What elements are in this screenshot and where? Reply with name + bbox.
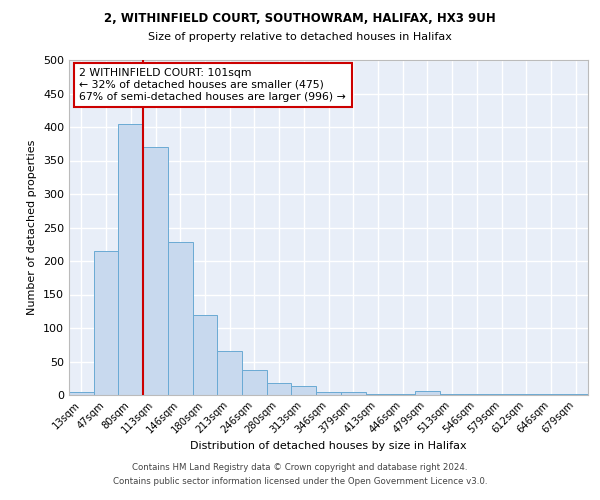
Bar xyxy=(341,392,365,395)
Bar xyxy=(514,394,539,395)
Text: Contains HM Land Registry data © Crown copyright and database right 2024.: Contains HM Land Registry data © Crown c… xyxy=(132,462,468,471)
Bar xyxy=(118,124,143,395)
Bar xyxy=(168,242,193,395)
Bar xyxy=(440,394,464,395)
Bar xyxy=(292,386,316,395)
Bar xyxy=(242,370,267,395)
Bar xyxy=(316,392,341,395)
Bar xyxy=(464,394,489,395)
Bar xyxy=(563,394,588,395)
Bar xyxy=(94,251,118,395)
Text: 2 WITHINFIELD COURT: 101sqm
← 32% of detached houses are smaller (475)
67% of se: 2 WITHINFIELD COURT: 101sqm ← 32% of det… xyxy=(79,68,346,102)
Bar xyxy=(217,352,242,395)
X-axis label: Distribution of detached houses by size in Halifax: Distribution of detached houses by size … xyxy=(190,441,467,451)
Y-axis label: Number of detached properties: Number of detached properties xyxy=(28,140,37,315)
Bar xyxy=(390,394,415,395)
Bar xyxy=(69,392,94,395)
Bar xyxy=(143,147,168,395)
Bar xyxy=(539,394,563,395)
Bar xyxy=(415,391,440,395)
Bar xyxy=(365,394,390,395)
Bar xyxy=(267,383,292,395)
Text: Size of property relative to detached houses in Halifax: Size of property relative to detached ho… xyxy=(148,32,452,42)
Text: 2, WITHINFIELD COURT, SOUTHOWRAM, HALIFAX, HX3 9UH: 2, WITHINFIELD COURT, SOUTHOWRAM, HALIFA… xyxy=(104,12,496,26)
Text: Contains public sector information licensed under the Open Government Licence v3: Contains public sector information licen… xyxy=(113,478,487,486)
Bar xyxy=(193,316,217,395)
Bar xyxy=(489,394,514,395)
